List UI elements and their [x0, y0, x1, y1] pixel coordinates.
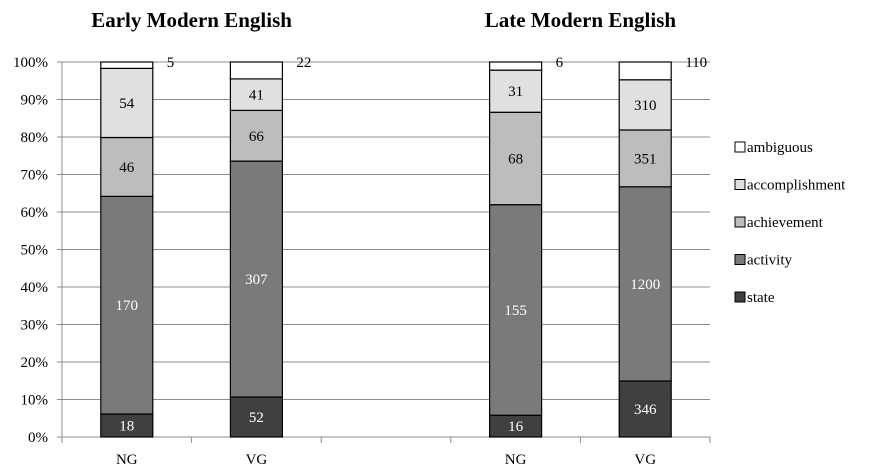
data-label-achievement: 46	[119, 160, 135, 176]
gridlines	[62, 61, 710, 400]
data-label-accomplishment: 31	[508, 84, 523, 100]
data-labels: 18 170 46 54 5 52 307 66 41 22 16 155 68 31 6 346 1200 35…	[116, 55, 708, 435]
legend-label-achievement: achievement	[747, 215, 824, 231]
data-label-accomplishment: 41	[249, 88, 264, 104]
data-label-accomplishment: 310	[634, 98, 657, 114]
data-label-ambiguous: 110	[685, 55, 707, 71]
bar-segment-achievement	[618, 129, 672, 188]
data-label-activity: 170	[116, 298, 139, 314]
legend-swatch-state	[734, 291, 746, 303]
bar-segment-activity	[100, 195, 154, 415]
axes: 0% 10% 20% 30% 40% 50% 60% 70% 80% 90% 100% NG VG NG V…	[13, 55, 711, 468]
bars	[100, 61, 672, 438]
data-label-state: 18	[119, 418, 134, 434]
x-tick-label: NG	[116, 452, 138, 468]
data-label-state: 16	[508, 419, 524, 435]
bar-segment-accomplishment	[100, 67, 154, 139]
panel-title: Early Modern English	[91, 8, 292, 32]
data-label-state: 346	[634, 402, 657, 418]
bar-segment-state	[229, 396, 283, 438]
legend-swatch-ambiguous	[734, 141, 746, 153]
data-label-activity: 307	[245, 272, 268, 288]
y-tick-label: 90%	[21, 93, 49, 109]
y-tick-label: 100%	[13, 55, 48, 71]
data-label-activity: 155	[504, 303, 527, 319]
bar-segment-activity	[229, 160, 283, 398]
legend-label-state: state	[747, 290, 775, 306]
x-tick-label: NG	[505, 452, 527, 468]
y-tick-label: 0%	[28, 430, 48, 446]
y-tick-label: 60%	[21, 205, 49, 221]
panel-titles: Early Modern English Late Modern English	[91, 8, 676, 32]
legend-label-activity: activity	[747, 253, 792, 269]
legend: ambiguous accomplishment achievement activi…	[734, 140, 846, 306]
legend-swatch-accomplishment	[734, 179, 746, 190]
bar-segment-accomplishment	[229, 78, 283, 112]
data-label-achievement: 351	[634, 151, 657, 167]
data-label-ambiguous: 22	[296, 55, 311, 71]
data-label-ambiguous: 5	[167, 55, 175, 71]
bar-segment-ambiguous	[618, 61, 672, 81]
legend-label-ambiguous: ambiguous	[747, 140, 813, 156]
bar-segment-ambiguous	[100, 61, 154, 69]
bar-segment-accomplishment	[489, 69, 543, 113]
bar-segment-activity	[618, 186, 672, 382]
bar-segment-ambiguous	[489, 61, 543, 71]
y-tick-label: 10%	[21, 393, 49, 409]
data-label-ambiguous: 6	[556, 55, 564, 71]
y-tick-label: 70%	[21, 168, 49, 184]
data-label-achievement: 68	[508, 151, 523, 167]
panel-title: Late Modern English	[485, 8, 677, 32]
legend-label-accomplishment: accomplishment	[747, 178, 846, 194]
y-tick-label: 80%	[21, 130, 49, 146]
y-tick-label: 50%	[21, 243, 49, 259]
y-tick-label: 30%	[21, 318, 49, 334]
y-tick-label: 40%	[21, 280, 49, 296]
bar-segment-ambiguous	[229, 61, 283, 80]
x-tick-label: VG	[634, 452, 656, 468]
legend-swatch-achievement	[734, 216, 746, 228]
bar-segment-activity	[489, 204, 543, 416]
legend-swatch-activity	[734, 254, 746, 265]
bar-segment-accomplishment	[618, 79, 672, 131]
data-label-activity: 1200	[630, 277, 660, 293]
bar-segment-achievement	[100, 136, 154, 197]
data-label-achievement: 66	[249, 129, 265, 145]
data-label-accomplishment: 54	[119, 96, 135, 112]
y-tick-label: 20%	[21, 355, 49, 371]
x-tick-label: VG	[246, 452, 268, 468]
data-label-state: 52	[249, 410, 264, 426]
